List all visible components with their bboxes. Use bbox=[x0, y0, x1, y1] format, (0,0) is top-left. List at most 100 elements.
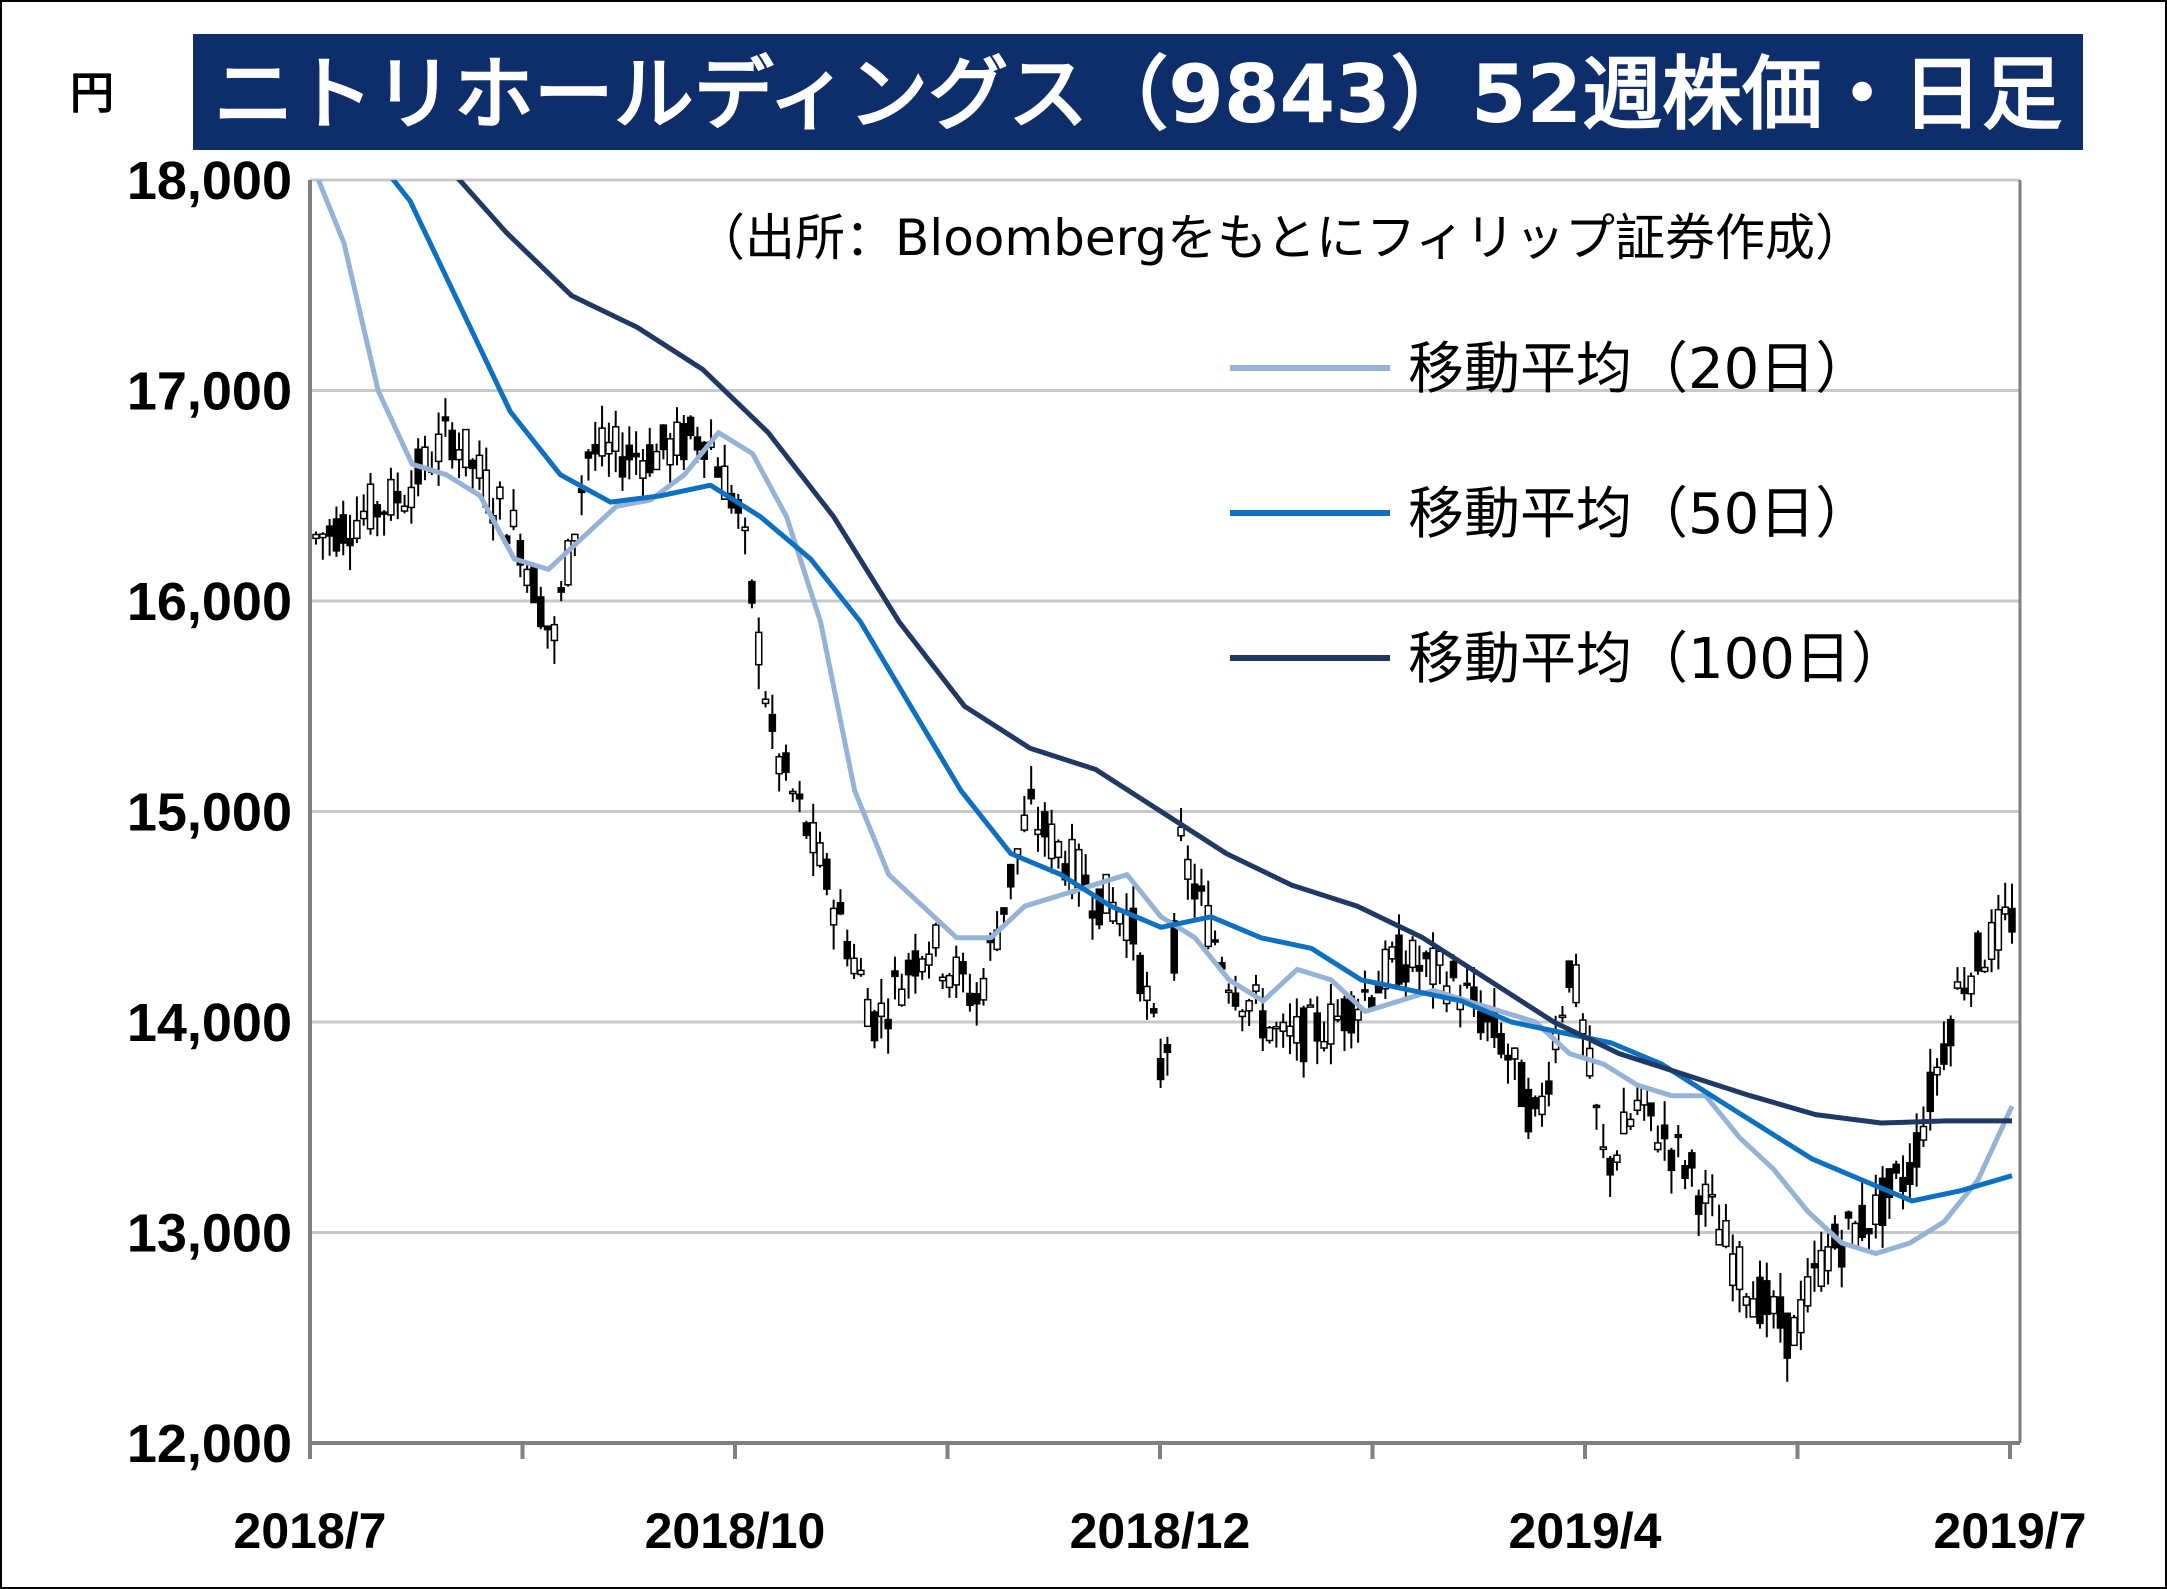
candle-body bbox=[1197, 885, 1206, 892]
candle-body bbox=[1408, 939, 1417, 969]
candle-body bbox=[373, 504, 382, 518]
candle-body bbox=[1109, 901, 1117, 922]
candle-body bbox=[1088, 910, 1097, 919]
y-tick-label: 17,000 bbox=[127, 362, 292, 422]
candle-body bbox=[884, 1018, 892, 1030]
y-tick-label: 18,000 bbox=[127, 151, 292, 211]
candle-body bbox=[1034, 828, 1042, 836]
candle-body bbox=[509, 509, 518, 528]
candle-body bbox=[1865, 1227, 1873, 1235]
candle-body bbox=[802, 822, 811, 837]
candle-body bbox=[1449, 960, 1458, 979]
axes bbox=[308, 180, 2022, 1459]
y-tick-label: 15,000 bbox=[127, 783, 292, 843]
candle-body bbox=[1633, 1099, 1642, 1112]
candle-body bbox=[1810, 1263, 1819, 1269]
title-banner bbox=[193, 34, 2083, 150]
candle-body bbox=[1640, 1088, 1648, 1106]
candle-body bbox=[1497, 1033, 1505, 1055]
candle-body bbox=[1524, 1088, 1533, 1133]
candle-body bbox=[1797, 1299, 1805, 1334]
candle-body bbox=[795, 793, 804, 800]
candle-body bbox=[959, 960, 967, 975]
candle-body bbox=[2001, 906, 2009, 915]
x-tick-label: 2019/7 bbox=[1934, 1503, 2087, 1559]
candle-body bbox=[1293, 1015, 1301, 1044]
candle-body bbox=[1844, 1211, 1853, 1219]
candle-body bbox=[1047, 823, 1056, 860]
candle-body bbox=[720, 465, 729, 500]
candle-body bbox=[1129, 907, 1138, 945]
candle-body bbox=[1647, 1102, 1655, 1117]
candle-body bbox=[387, 478, 395, 516]
candle-body bbox=[1327, 1003, 1335, 1045]
chart-title: ニトリホールディングス（9843）52週株価・日足 bbox=[214, 48, 2062, 141]
candle-body bbox=[1538, 1095, 1546, 1116]
candle-body bbox=[686, 416, 695, 437]
candle-body bbox=[380, 511, 388, 515]
candle-body bbox=[1136, 954, 1144, 995]
candle-body bbox=[1381, 948, 1390, 990]
candle-body bbox=[1906, 1162, 1914, 1185]
candle-body bbox=[693, 436, 702, 451]
candle-body bbox=[2008, 907, 2016, 933]
candle-body bbox=[918, 958, 926, 973]
candle-body bbox=[400, 505, 409, 512]
candle-body bbox=[1054, 840, 1063, 859]
candle-body bbox=[1735, 1246, 1744, 1291]
candle-body bbox=[1858, 1204, 1866, 1238]
candle-body bbox=[1361, 989, 1369, 993]
candle-body bbox=[1238, 1010, 1247, 1018]
candle-body bbox=[1933, 1066, 1941, 1076]
candle-body bbox=[945, 974, 954, 989]
candle-body bbox=[1817, 1249, 1826, 1287]
candle-body bbox=[966, 992, 974, 1006]
candle-body bbox=[1885, 1168, 1894, 1199]
candle-body bbox=[468, 459, 477, 470]
candle-body bbox=[1946, 1018, 1955, 1047]
candle-body bbox=[850, 957, 858, 975]
candle-body bbox=[1027, 788, 1035, 800]
candle-body bbox=[1987, 921, 1996, 961]
candle-body bbox=[462, 428, 470, 469]
candle-body bbox=[1279, 1021, 1287, 1032]
candle-body bbox=[1967, 975, 1975, 995]
candle-body bbox=[1790, 1316, 1798, 1347]
candle-body bbox=[1272, 1025, 1281, 1030]
candle-body bbox=[938, 976, 947, 982]
candle-body bbox=[1756, 1276, 1764, 1325]
candle-body bbox=[1981, 966, 1989, 973]
candle-body bbox=[1286, 1025, 1294, 1037]
candle-body bbox=[1742, 1296, 1751, 1306]
candle-body bbox=[639, 460, 647, 479]
candle-body bbox=[475, 454, 484, 479]
candle-body bbox=[754, 631, 763, 666]
candle-body bbox=[1803, 1276, 1812, 1307]
candle-body bbox=[1654, 1142, 1662, 1151]
ma-line-2 bbox=[390, 180, 2013, 1204]
candle-body bbox=[448, 429, 456, 461]
candle-body bbox=[1333, 1015, 1342, 1021]
candle-body bbox=[1354, 1008, 1362, 1021]
candle-body bbox=[366, 483, 375, 530]
candle-body bbox=[1395, 934, 1403, 985]
candle-body bbox=[1565, 960, 1574, 988]
candle-body bbox=[557, 587, 565, 593]
candle-body bbox=[829, 907, 838, 926]
candle-body bbox=[1708, 1193, 1717, 1198]
candle-body bbox=[1763, 1280, 1771, 1316]
candle-body bbox=[979, 977, 988, 1001]
candle-body bbox=[823, 858, 831, 890]
source-annotation: （出所：Bloombergをもとにフィリップ証券作成） bbox=[695, 209, 1865, 267]
candle-body bbox=[434, 433, 443, 463]
candle-body bbox=[1184, 858, 1192, 880]
ma-line-1 bbox=[315, 180, 2015, 1256]
candle-body bbox=[312, 533, 320, 540]
x-tick-label: 2018/12 bbox=[1070, 1503, 1251, 1559]
candle-body bbox=[523, 568, 531, 587]
candle-body bbox=[952, 956, 961, 986]
candle-body bbox=[1940, 1043, 1948, 1065]
candle-body bbox=[666, 438, 674, 466]
candle-body bbox=[1681, 1165, 1689, 1180]
